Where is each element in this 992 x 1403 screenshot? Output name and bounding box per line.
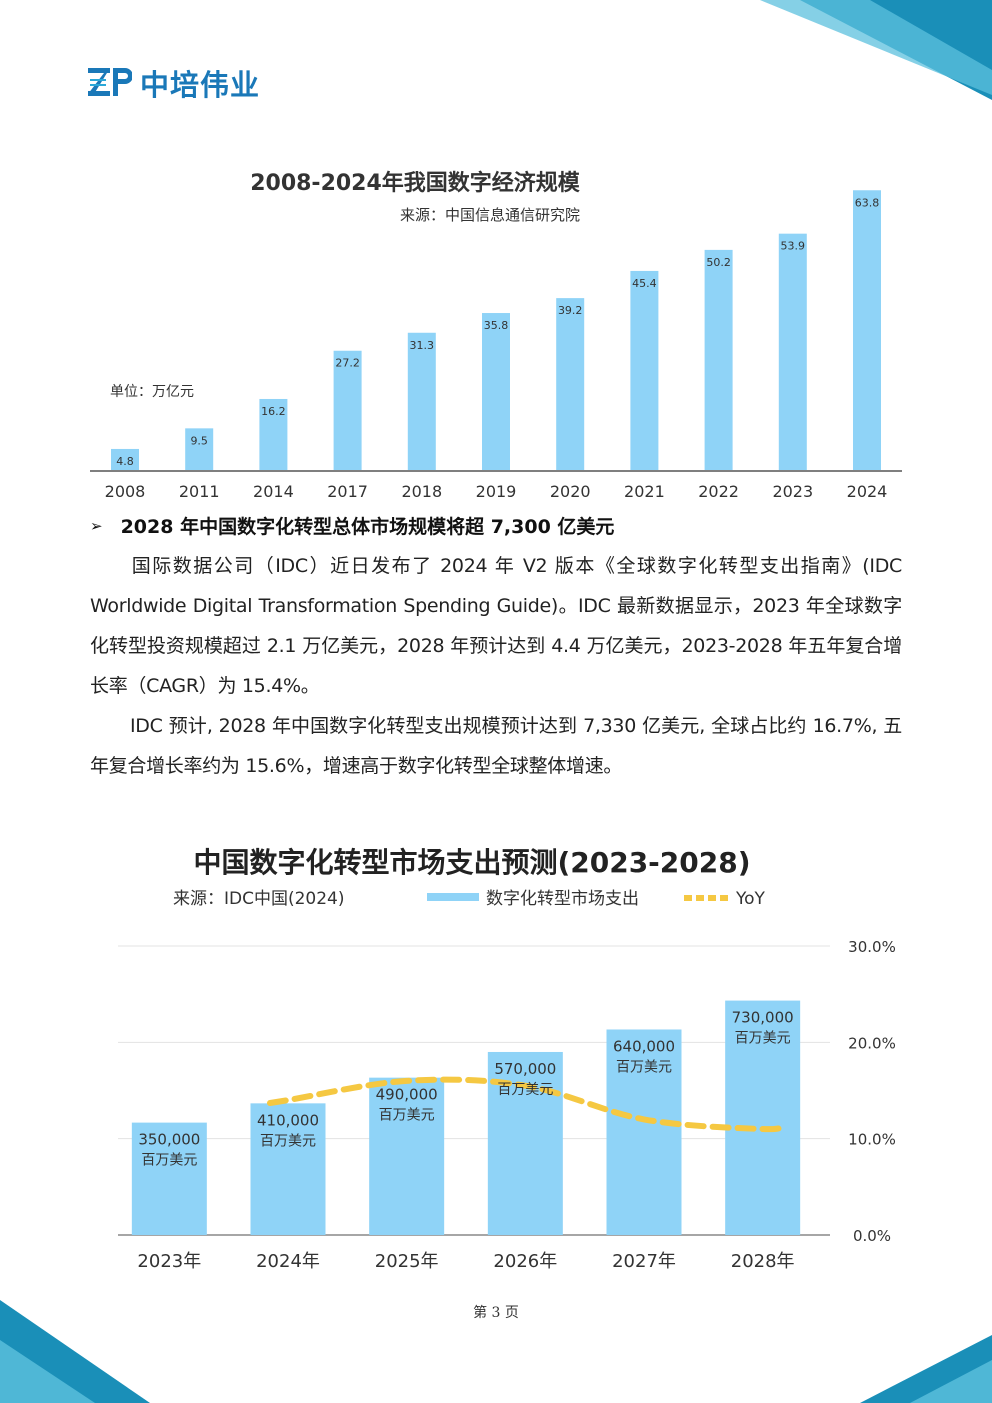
- chart2-right-tick: 10.0%: [848, 1131, 896, 1149]
- chart2-unit-label: 百万美元: [379, 1108, 435, 1124]
- top-right-stripe-light: [760, 0, 992, 95]
- section-heading-text: 2028 年中国数字化转型总体市场规模将超 7,300 亿美元: [120, 516, 615, 538]
- bottom-right-stripe-light: [910, 1360, 992, 1403]
- chart1-x-tick: 2020: [550, 482, 591, 501]
- chart1-value-label: 27.2: [335, 357, 360, 370]
- chart2-bar: [725, 1000, 801, 1235]
- chart1-unit-label: 单位：万亿元: [110, 384, 194, 400]
- bottom-right-stripe-dark: [860, 1335, 992, 1403]
- chart2-value-label: 490,000: [376, 1086, 438, 1104]
- chart2-unit-label: 百万美元: [616, 1059, 672, 1075]
- chart2-subtitle: 来源：IDC中国(2024): [173, 889, 345, 909]
- chart1-value-label: 50.2: [706, 256, 731, 269]
- paragraph-2-text: IDC 预计, 2028 年中国数字化转型支出规模预计达到 7,330 亿美元,…: [90, 715, 902, 777]
- chart1-x-tick: 2022: [698, 482, 739, 501]
- chart1-value-label: 4.8: [116, 455, 134, 468]
- chart1-x-tick: 2024: [847, 482, 888, 501]
- chart1-value-label: 63.8: [855, 196, 880, 209]
- chart1-bar: [185, 428, 214, 470]
- china-dx-spending-chart: 中国数字化转型市场支出预测(2023-2028) 来源：IDC中国(2024) …: [118, 846, 896, 1272]
- section-heading: ➢ 2028 年中国数字化转型总体市场规模将超 7,300 亿美元: [90, 512, 614, 539]
- paragraph-idc-global: 国际数据公司（IDC）近日发布了 2024 年 V2 版本《全球数字化转型支出指…: [90, 546, 902, 706]
- chart2-right-tick: 0.0%: [853, 1227, 891, 1245]
- bottom-left-stripe-light: [0, 1340, 95, 1403]
- chart1-subtitle: 来源：中国信息通信研究院: [400, 206, 580, 224]
- legend-bar-label: 数字化转型市场支出: [486, 889, 639, 909]
- chart2-value-label: 350,000: [138, 1131, 200, 1149]
- chart2-unit-label: 百万美元: [260, 1133, 316, 1149]
- chart2-bar: [369, 1077, 445, 1235]
- chart1-value-label: 45.4: [632, 277, 657, 290]
- chart1-title: 2008-2024年我国数字经济规模: [250, 170, 581, 196]
- chart1-x-tick: 2019: [476, 482, 517, 501]
- chart2-x-tick: 2024年: [256, 1251, 320, 1272]
- chart2-right-tick: 30.0%: [848, 938, 896, 956]
- chart1-bar: [556, 298, 585, 470]
- chart2-bar: [131, 1122, 207, 1235]
- logo-text: 中培伟业: [140, 68, 261, 102]
- chart1-bar: [853, 190, 881, 470]
- top-right-stripe-dark: [800, 0, 992, 100]
- company-logo: 中培伟业: [88, 62, 260, 104]
- chart2-right-tick: 20.0%: [848, 1034, 896, 1052]
- chart2-x-tick: 2027年: [612, 1251, 676, 1272]
- chart1-bar: [482, 313, 510, 470]
- paragraph-idc-china: IDC 预计, 2028 年中国数字化转型支出规模预计达到 7,330 亿美元,…: [90, 706, 902, 786]
- chart2-value-label: 640,000: [613, 1037, 675, 1055]
- digital-economy-bar-chart: 2008-2024年我国数字经济规模 来源：中国信息通信研究院 单位：万亿元 4…: [90, 170, 902, 501]
- legend-bar-swatch: [427, 893, 479, 901]
- chart1-bar: [630, 270, 659, 470]
- chart2-bar: [250, 1103, 326, 1235]
- chart2-unit-label: 百万美元: [497, 1082, 553, 1098]
- chart1-value-label: 31.3: [410, 339, 435, 352]
- yoy-line: [267, 1076, 788, 1133]
- chart1-value-label: 35.8: [484, 319, 509, 332]
- chart2-value-label: 410,000: [257, 1111, 319, 1129]
- chart2-bar: [606, 1029, 682, 1235]
- chart1-bar: [407, 332, 436, 470]
- chart2-x-tick: 2023年: [137, 1251, 201, 1272]
- chart1-x-tick: 2021: [624, 482, 665, 501]
- zp-logo-icon: [88, 68, 132, 96]
- arrow-bullet-icon: ➢: [90, 516, 103, 535]
- chart2-unit-label: 百万美元: [141, 1153, 197, 1169]
- chart2-x-tick: 2025年: [375, 1251, 439, 1272]
- chart1-bar: [704, 249, 733, 470]
- chart1-x-tick: 2008: [105, 482, 146, 501]
- chart1-value-label: 9.5: [190, 434, 208, 447]
- chart2-x-tick: 2026年: [493, 1251, 557, 1272]
- chart1-x-tick: 2018: [401, 482, 442, 501]
- paragraph-1-text: 国际数据公司（IDC）近日发布了 2024 年 V2 版本《全球数字化转型支出指…: [90, 555, 902, 697]
- chart1-bar: [259, 398, 288, 470]
- chart1-bar: [111, 448, 139, 470]
- chart1-x-tick: 2011: [179, 482, 220, 501]
- chart1-x-tick: 2014: [253, 482, 294, 501]
- chart2-unit-label: 百万美元: [735, 1031, 791, 1047]
- chart1-bar: [778, 233, 807, 470]
- chart1-x-tick: 2023: [772, 482, 813, 501]
- chart1-value-label: 39.2: [558, 304, 583, 317]
- chart2-x-tick: 2028年: [731, 1251, 795, 1272]
- chart1-bar: [333, 350, 362, 470]
- chart1-value-label: 16.2: [261, 405, 286, 418]
- chart2-value-label: 570,000: [494, 1060, 556, 1078]
- chart2-value-label: 730,000: [732, 1009, 794, 1027]
- legend-line-label: YoY: [735, 889, 766, 909]
- chart1-value-label: 53.9: [781, 240, 806, 253]
- chart2-title: 中国数字化转型市场支出预测(2023-2028): [193, 846, 750, 879]
- page-number: 第 3 页: [473, 1305, 519, 1321]
- chart1-x-tick: 2017: [327, 482, 368, 501]
